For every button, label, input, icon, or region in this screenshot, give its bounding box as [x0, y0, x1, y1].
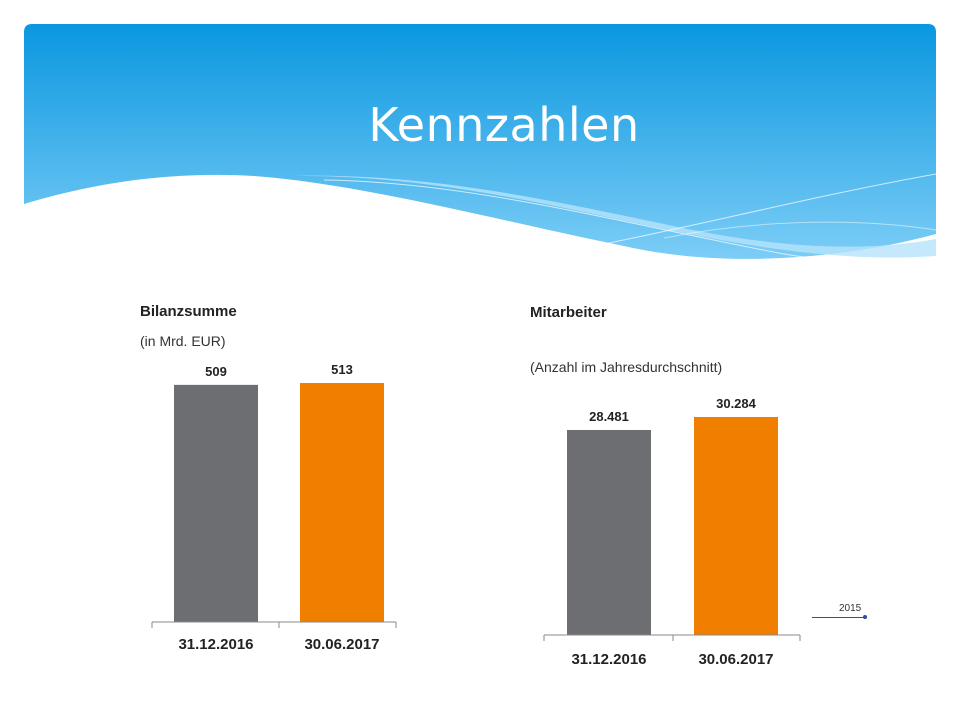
chart-title: Bilanzsumme [140, 303, 237, 320]
bar-31.12.2016 [567, 429, 651, 635]
category-label: 31.12.2016 [178, 636, 253, 653]
slide-header: Kennzahlen [24, 24, 936, 274]
bar-31.12.2016 [174, 384, 258, 622]
data-label: 513 [331, 362, 353, 377]
category-label: 31.12.2016 [571, 651, 646, 668]
chart-title: Mitarbeiter [530, 304, 607, 321]
legend-marker-dot [863, 615, 867, 619]
chart-bilanzsumme: Bilanzsumme (in Mrd. EUR) 509 31.12.2016 5… [130, 290, 410, 665]
chart-bilanzsumme-svg: Bilanzsumme (in Mrd. EUR) 509 31.12.2016 5… [140, 303, 397, 653]
data-label: 28.481 [589, 409, 629, 424]
data-label: 30.284 [716, 396, 757, 411]
legend-marker: 2015 [812, 600, 872, 620]
data-label: 509 [205, 364, 227, 379]
slide-title: Kennzahlen [368, 98, 640, 152]
legend-marker-line [812, 617, 867, 618]
category-label: 30.06.2017 [698, 651, 773, 668]
chart-subtitle: (Anzahl im Jahresdurchschnitt) [530, 359, 722, 375]
bar-30.06.2017 [694, 417, 778, 635]
legend-marker-label: 2015 [839, 603, 862, 614]
chart-mitarbeiter: Mitarbeiter (Anzahl im Jahresdurchschnit… [520, 290, 810, 685]
chart-subtitle: (in Mrd. EUR) [140, 333, 226, 349]
bar-30.06.2017 [300, 383, 384, 622]
chart-mitarbeiter-svg: Mitarbeiter (Anzahl im Jahresdurchschnit… [530, 304, 801, 668]
category-label: 30.06.2017 [304, 636, 379, 653]
header-wave-background [24, 24, 936, 263]
